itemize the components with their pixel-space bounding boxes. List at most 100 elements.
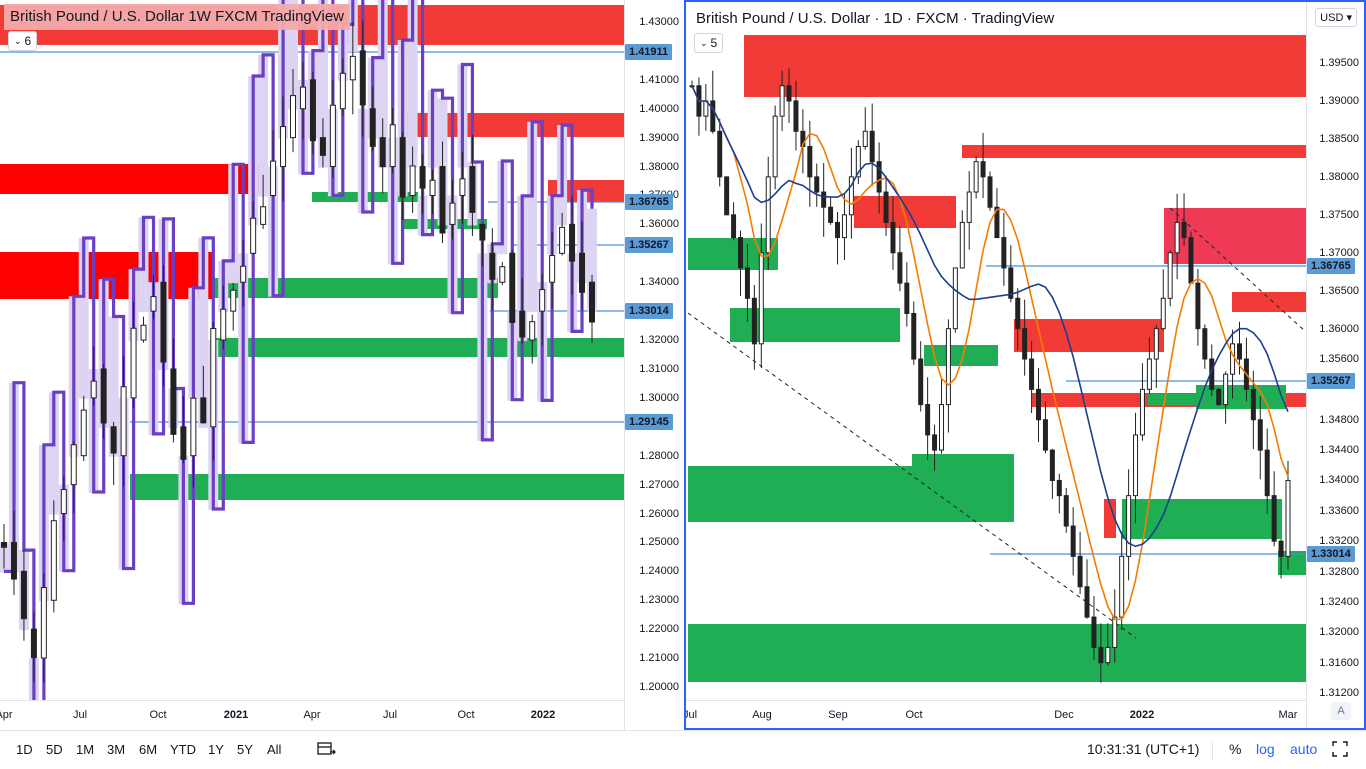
daily-indicator-legend-toggle[interactable]: ⌄ 5: [694, 33, 724, 53]
candle-body: [1160, 297, 1166, 330]
candle-body: [549, 255, 556, 283]
candle-body: [120, 386, 127, 457]
auto-scale-button[interactable]: A: [1331, 702, 1351, 720]
demand-zone: [688, 624, 1306, 682]
candle-body: [744, 267, 750, 299]
candle-body: [220, 308, 227, 341]
candle-body: [731, 214, 737, 239]
timeframe-button-5d[interactable]: 5D: [46, 742, 63, 757]
weekly-indicator-legend-toggle[interactable]: ⌄ 6: [8, 31, 38, 51]
candle-body: [786, 85, 792, 102]
price-tick: 1.22000: [639, 623, 679, 636]
demand-zone: [688, 238, 778, 270]
moving-average-fast: [691, 85, 1289, 621]
daily-time-axis[interactable]: Jul Aug Sep Oct Dec 2022 Mar: [686, 700, 1306, 728]
candle-body: [1022, 328, 1028, 360]
heikin-ashi-fill: [587, 208, 597, 313]
candle-body: [945, 328, 951, 406]
timeframe-button-all[interactable]: All: [267, 742, 282, 757]
timeframe-button-ytd[interactable]: YTD: [170, 742, 196, 757]
candle-body: [1126, 495, 1132, 557]
time-tick: Dec: [1054, 709, 1074, 721]
candle-body: [489, 252, 496, 280]
time-tick: 2021: [223, 709, 249, 721]
weekly-time-axis[interactable]: Apr Jul Oct 2021 Apr Jul Oct 2022: [0, 700, 624, 730]
candle-body: [409, 165, 416, 196]
candle-body: [1202, 328, 1208, 360]
candle-body: [1223, 373, 1229, 406]
price-tick: 1.38500: [1319, 132, 1359, 145]
candle-body: [1181, 221, 1187, 239]
candle-body: [290, 95, 297, 139]
price-tick: 1.21000: [639, 652, 679, 665]
candle-body: [130, 327, 137, 399]
percent-scale-toggle[interactable]: %: [1229, 741, 1242, 757]
candle-body: [966, 191, 972, 223]
weekly-chart-canvas[interactable]: [0, 0, 624, 700]
price-tick: 1.20000: [639, 681, 679, 693]
candle-body: [980, 161, 986, 178]
timeframe-button-1m[interactable]: 1M: [76, 742, 95, 757]
candle-body: [855, 145, 861, 178]
timeframe-button-1d[interactable]: 1D: [16, 742, 33, 757]
clock-timezone[interactable]: 10:31:31 (UTC+1): [1087, 741, 1200, 757]
candle-body: [1001, 237, 1007, 269]
candle-body: [1146, 358, 1152, 390]
candle-body: [379, 137, 386, 168]
weekly-price-scale[interactable]: 1.430001.410001.400001.390001.380001.370…: [624, 0, 684, 730]
price-tick: 1.35600: [1319, 353, 1359, 366]
demand-zone: [214, 278, 498, 298]
candle-body: [1230, 343, 1236, 375]
candle-body: [250, 217, 257, 254]
candle-body: [579, 252, 586, 293]
log-scale-toggle[interactable]: log: [1256, 741, 1275, 757]
candle-body: [210, 327, 217, 428]
timeframe-button-1y[interactable]: 1Y: [208, 742, 224, 757]
date-range-icon[interactable]: [316, 739, 336, 759]
candle-body: [738, 237, 744, 269]
supply-zone: [1164, 208, 1306, 264]
daily-price-scale[interactable]: USD ▾ A 1.39500 1.39000 1.38500 1.38000 1.37…: [1306, 2, 1364, 728]
candle-body: [170, 368, 177, 435]
time-tick: Apr: [303, 709, 321, 721]
indicator-count: 6: [24, 34, 32, 48]
weekly-chart-pane[interactable]: British Pound / U.S. Dollar 1W FXCM Trad…: [0, 0, 684, 730]
candle-body: [30, 628, 37, 659]
candle-body: [80, 409, 87, 457]
currency-select[interactable]: USD ▾: [1315, 8, 1357, 27]
price-tick: 1.36000: [1319, 322, 1359, 335]
timeframe-button-6m[interactable]: 6M: [139, 742, 158, 757]
candle-body: [848, 176, 854, 216]
supply-zone: [1014, 319, 1164, 352]
candle-body: [1029, 358, 1035, 390]
candle-body: [280, 126, 287, 168]
daily-chart-canvas[interactable]: [686, 2, 1306, 700]
candle-body: [200, 397, 207, 424]
price-level-label: 1.36765: [625, 194, 673, 210]
timeframe-button-3m[interactable]: 3M: [107, 742, 126, 757]
time-tick: 2022: [530, 709, 556, 721]
candle-body: [717, 130, 723, 178]
auto-scale-toggle[interactable]: auto: [1290, 741, 1318, 757]
candle-body: [1008, 267, 1014, 299]
fullscreen-icon[interactable]: [1332, 741, 1348, 757]
candle-body: [1257, 419, 1263, 451]
bottom-toolbar: 1D 5D 1M 3M 6M YTD 1Y 5Y All 10:31:31 (UTC+1) % …: [0, 730, 1366, 769]
candle-body: [1195, 282, 1201, 330]
candle-body: [994, 206, 1000, 239]
demand-zone: [1148, 394, 1196, 405]
candle-body: [724, 176, 730, 216]
time-tick: Oct: [905, 709, 923, 721]
time-tick: Oct: [457, 709, 475, 721]
time-tick: Jul: [382, 709, 398, 721]
candle-body: [1139, 388, 1145, 436]
candle-body: [911, 312, 917, 360]
price-tick: 1.41000: [639, 73, 679, 86]
demand-zone: [730, 308, 900, 342]
price-tick: 1.31600: [1319, 656, 1359, 669]
candle-body: [10, 541, 17, 580]
timeframe-button-5y[interactable]: 5Y: [237, 742, 253, 757]
daily-chart-pane[interactable]: British Pound / U.S. Dollar · 1D · FXCM …: [684, 0, 1366, 730]
chevron-down-icon: ⌄: [14, 36, 22, 46]
candle-body: [710, 100, 716, 132]
